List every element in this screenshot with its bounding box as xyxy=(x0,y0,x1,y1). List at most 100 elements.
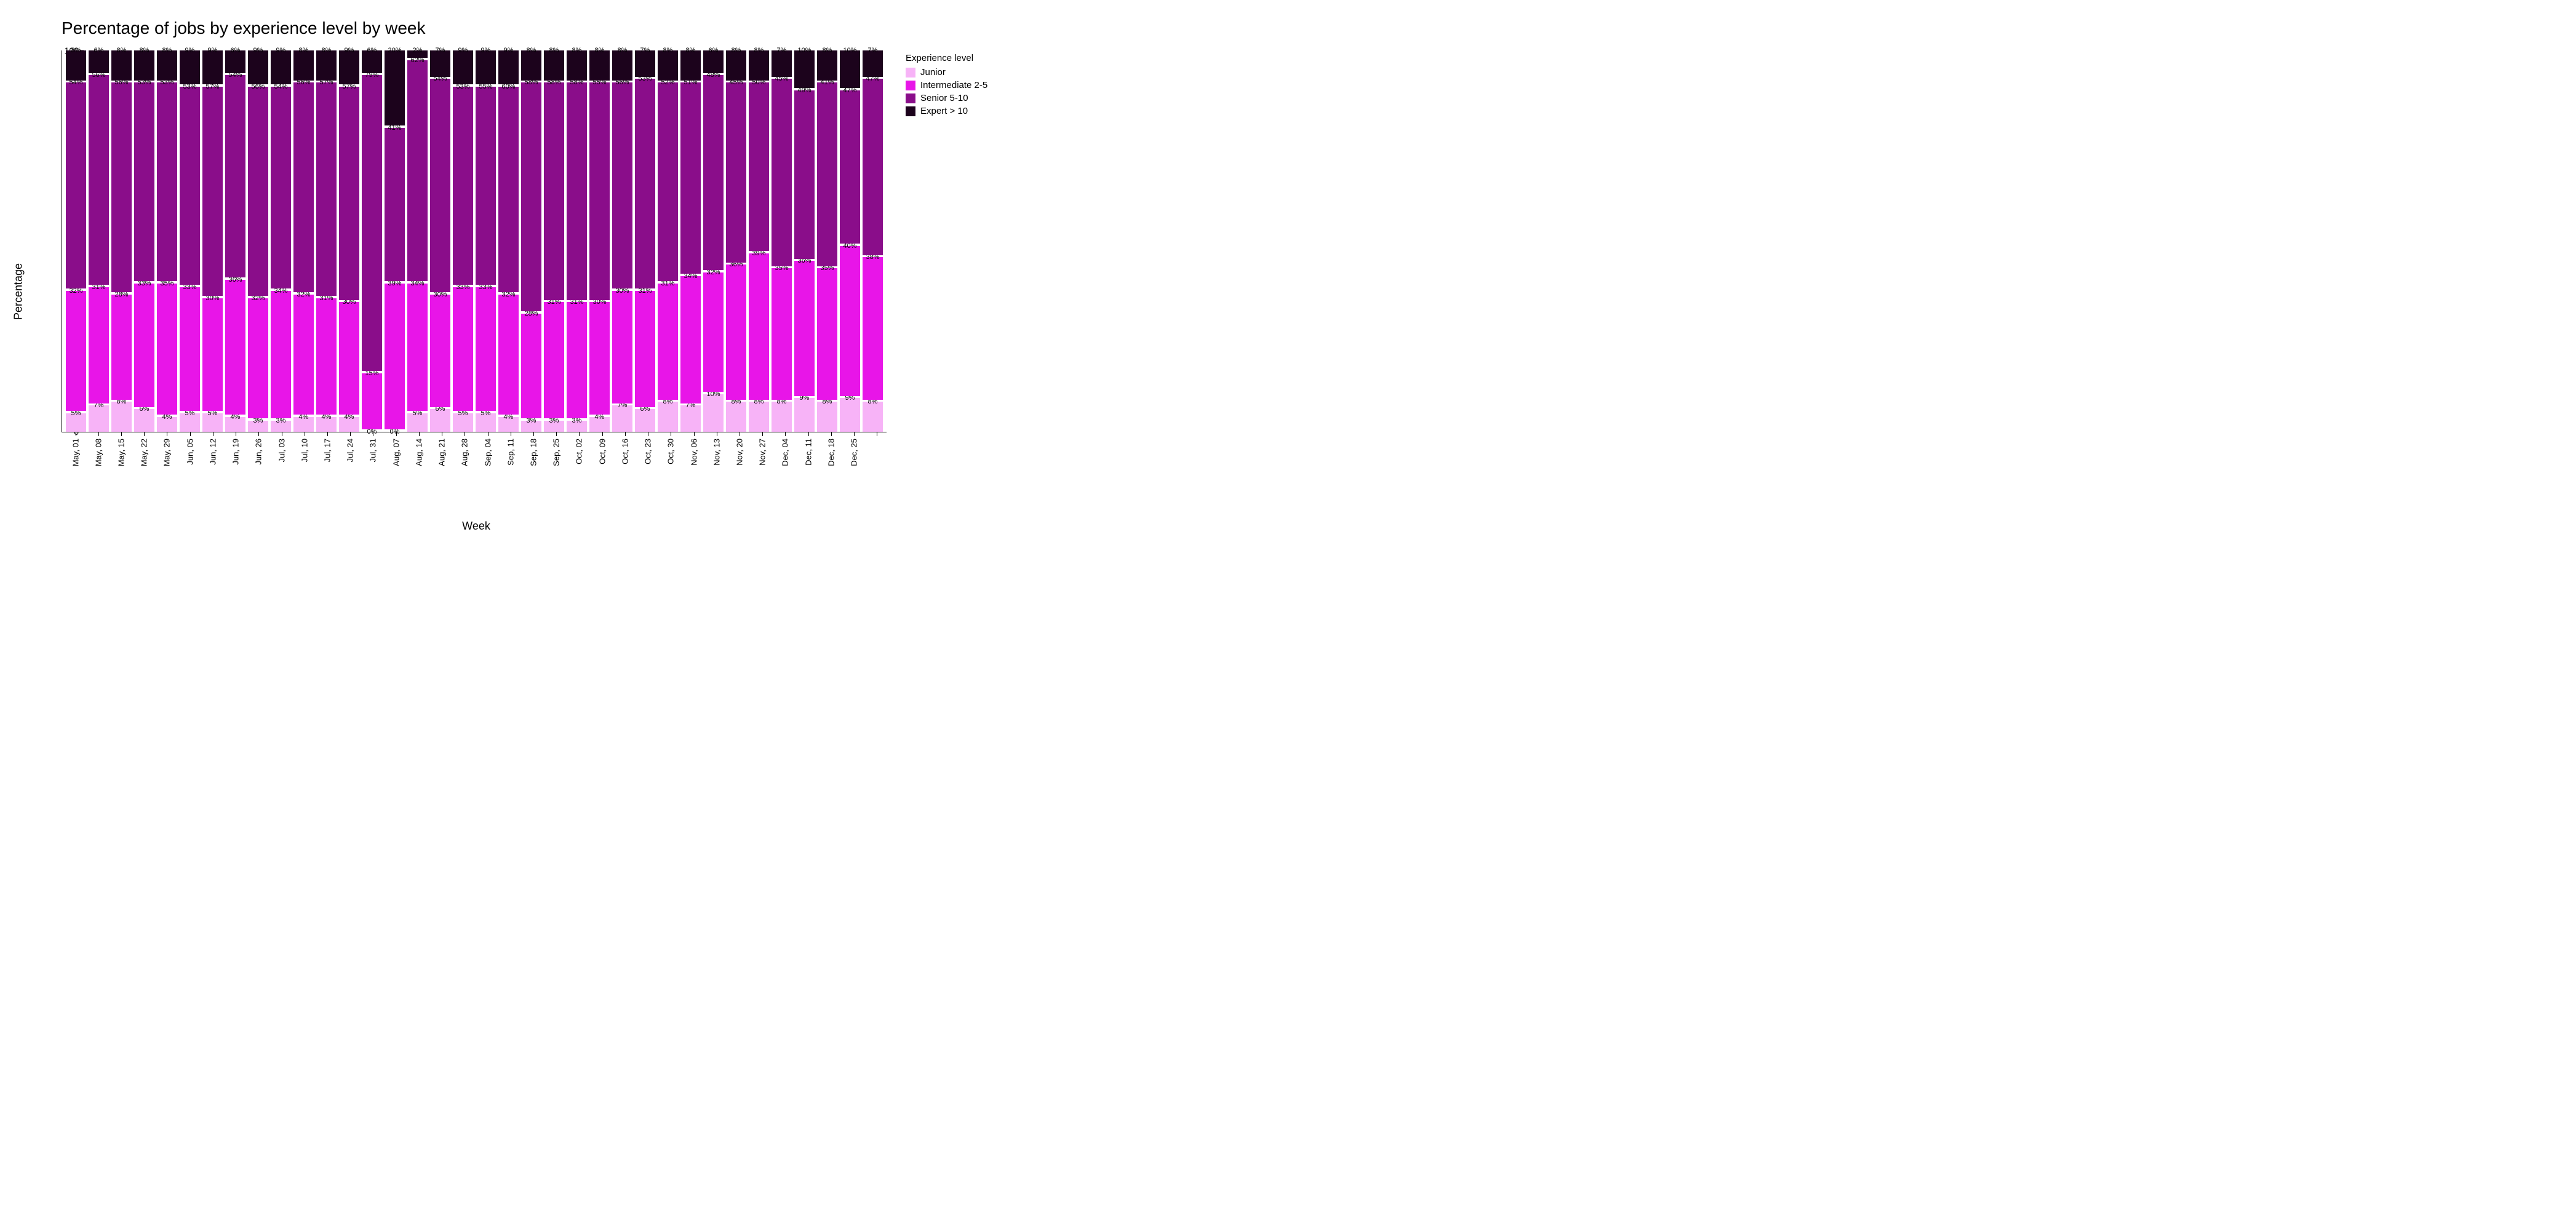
bar-segment-expert: 8% xyxy=(817,50,837,81)
x-tick-label: Sep, 18 xyxy=(528,439,538,466)
bar-segment-senior: 56% xyxy=(248,87,268,296)
bar-column: 0%15%79%6% xyxy=(362,50,382,432)
bar-segment-expert: 2% xyxy=(407,50,428,58)
bar-segment-intermediate: 39% xyxy=(749,253,769,399)
chart-title: Percentage of jobs by experience level b… xyxy=(62,18,2551,38)
bar-segment-intermediate: 30% xyxy=(339,302,359,415)
legend-item: Intermediate 2-5 xyxy=(906,80,987,90)
x-tick-mark xyxy=(556,432,557,436)
x-tick: Jun, 05 xyxy=(180,432,200,475)
x-tick-mark xyxy=(396,432,397,436)
bar-segment-senior: 50% xyxy=(749,82,769,251)
bar-segment-label: 8% xyxy=(117,47,127,54)
bar-segment-junior: 6% xyxy=(134,409,154,432)
bar-segment-senior: 57% xyxy=(339,87,359,300)
x-tick: Jul, 03 xyxy=(271,432,292,475)
bar-segment-intermediate: 35% xyxy=(817,268,837,399)
legend-swatch xyxy=(906,68,915,77)
bars-area: 5%32%54%8%7%31%56%6%8%28%56%8%6%33%53%8%… xyxy=(62,50,887,432)
bar-segment-expert: 8% xyxy=(658,50,678,81)
x-tick xyxy=(867,432,887,475)
bar-segment-label: 8% xyxy=(322,47,332,54)
bar-segment-senior: 52% xyxy=(658,82,678,281)
bar-segment-intermediate: 31% xyxy=(658,284,678,400)
bar-segment-junior: 8% xyxy=(863,402,883,432)
bar-segment-senior: 54% xyxy=(225,75,245,277)
bar-segment-junior: 10% xyxy=(703,394,724,432)
bar-segment-senior: 49% xyxy=(794,90,815,259)
bar-segment-expert: 9% xyxy=(271,50,291,84)
bar-column: 4%32%56%8% xyxy=(293,50,314,432)
bar-column: 6%33%53%8% xyxy=(134,50,154,432)
bar-segment-label: 8% xyxy=(572,47,582,54)
bar-segment-senior: 56% xyxy=(612,82,632,288)
x-tick-mark xyxy=(144,432,145,436)
x-tick-label: Sep, 25 xyxy=(552,439,561,466)
bar-segment-intermediate: 30% xyxy=(612,291,632,403)
bar-segment-intermediate: 36% xyxy=(225,280,245,415)
bar-segment-label: 6% xyxy=(94,47,104,54)
x-tick-label: Oct, 16 xyxy=(620,439,629,464)
bar-segment-expert: 8% xyxy=(316,50,337,81)
bar-segment-senior: 62% xyxy=(407,60,428,281)
bar-segment-label: 8% xyxy=(686,47,696,54)
x-tick-mark xyxy=(419,432,420,436)
bar-segment-expert: 8% xyxy=(612,50,632,81)
bar-segment-junior: 5% xyxy=(180,413,200,432)
x-tick-label: May, 01 xyxy=(71,439,80,466)
bar-segment-label: 7% xyxy=(868,47,878,54)
legend-label: Junior xyxy=(920,67,946,77)
x-tick-mark xyxy=(327,432,328,436)
legend-label: Intermediate 2-5 xyxy=(920,80,987,90)
bar-segment-intermediate: 36% xyxy=(726,264,746,399)
bar-segment-senior: 41% xyxy=(817,82,837,266)
bar-segment-intermediate: 40% xyxy=(840,246,860,396)
bar-segment-intermediate: 32% xyxy=(293,295,314,415)
bar-segment-junior: 6% xyxy=(635,409,655,432)
bar-segment-expert: 6% xyxy=(703,50,724,73)
x-tick-mark xyxy=(350,432,351,436)
x-tick: Nov, 20 xyxy=(729,432,749,475)
bar-segment-label: 8% xyxy=(549,47,559,54)
bar-segment-expert: 7% xyxy=(772,50,792,77)
bar-segment-expert: 10% xyxy=(794,50,815,88)
bar-segment-intermediate: 33% xyxy=(180,287,200,411)
bar-segment-expert: 7% xyxy=(635,50,655,77)
x-tick-mark xyxy=(258,432,259,436)
bar-segment-junior: 8% xyxy=(772,402,792,432)
bar-segment-senior: 58% xyxy=(567,82,587,300)
bar-segment-expert: 8% xyxy=(749,50,769,81)
x-tick-label: Oct, 23 xyxy=(644,439,653,464)
bar-segment-label: 8% xyxy=(299,47,309,54)
x-tick-label: May, 08 xyxy=(94,439,103,466)
x-tick-mark xyxy=(808,432,809,436)
bar-segment-junior: 3% xyxy=(521,421,541,432)
bar-segment-expert: 9% xyxy=(453,50,473,84)
bar-column: 4%31%57%8% xyxy=(316,50,337,432)
bar-segment-junior: 5% xyxy=(476,413,496,432)
bar-segment-expert: 6% xyxy=(362,50,382,73)
bar-segment-senior: 53% xyxy=(157,82,177,281)
bar-segment-label: 8% xyxy=(527,47,536,54)
legend-title: Experience level xyxy=(906,53,987,63)
bar-segment-label: 10% xyxy=(797,47,811,54)
x-tick-label: Aug, 21 xyxy=(437,439,447,466)
bar-column: 6%30%54%7% xyxy=(430,50,450,432)
x-tick-label: Dec, 25 xyxy=(850,439,859,466)
x-tick: Dec, 11 xyxy=(798,432,818,475)
bar-segment-expert: 8% xyxy=(567,50,587,81)
bar-segment-label: 9% xyxy=(253,47,263,54)
x-tick-label: Jul, 17 xyxy=(323,439,332,462)
x-tick: Jul, 24 xyxy=(340,432,361,475)
bar-segment-expert: 8% xyxy=(293,50,314,81)
bar-segment-expert: 8% xyxy=(134,50,154,81)
bar-segment-junior: 8% xyxy=(726,402,746,432)
bar-column: 5%30%57%9% xyxy=(202,50,223,432)
bar-segment-intermediate: 31% xyxy=(567,302,587,418)
bar-segment-label: 9% xyxy=(458,47,468,54)
x-tick: Nov, 13 xyxy=(706,432,727,475)
x-tick: Oct, 30 xyxy=(661,432,681,475)
x-tick: Sep, 18 xyxy=(523,432,543,475)
x-tick-label: Dec, 04 xyxy=(781,439,790,466)
x-tick-label: Dec, 18 xyxy=(826,439,835,466)
